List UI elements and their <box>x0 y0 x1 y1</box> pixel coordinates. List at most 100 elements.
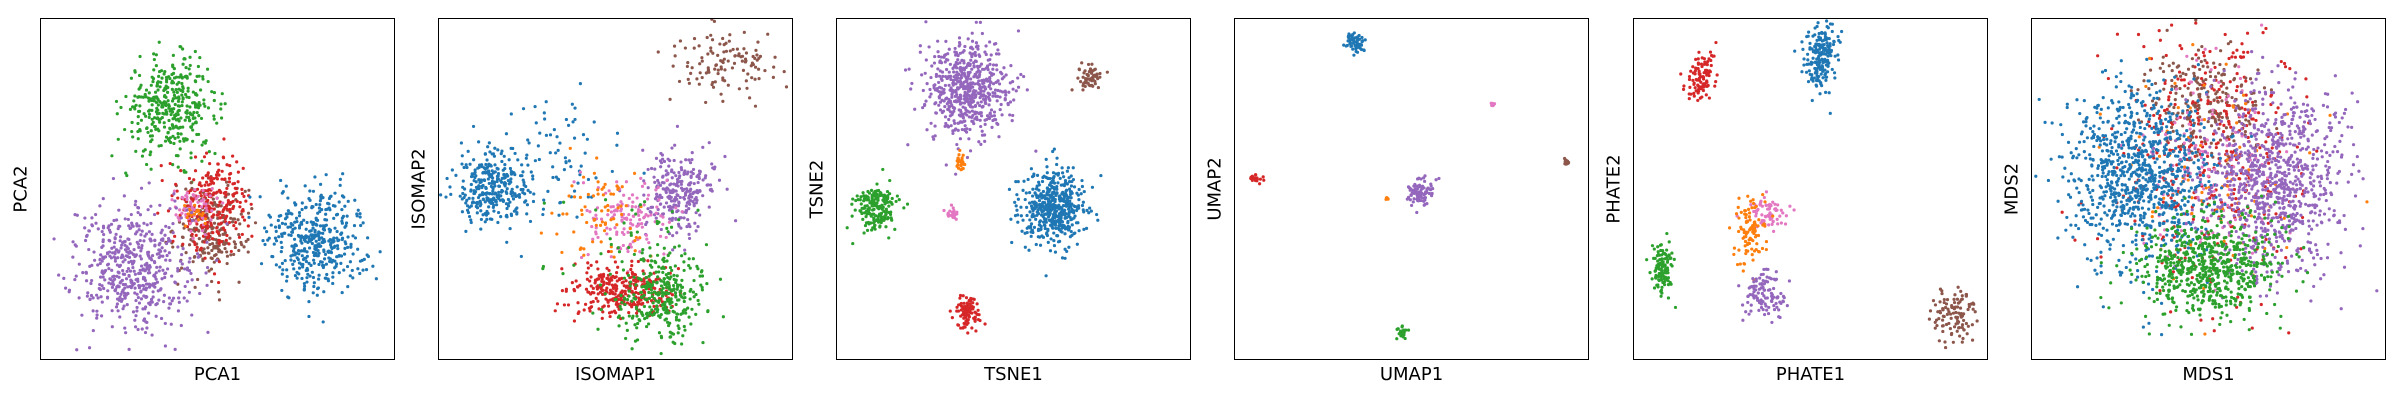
data-point <box>101 197 105 201</box>
data-point <box>657 314 661 318</box>
data-point <box>217 173 221 177</box>
data-point <box>664 273 668 277</box>
data-point <box>687 196 691 200</box>
data-point <box>118 239 122 243</box>
data-point <box>620 218 624 222</box>
data-point <box>305 276 309 280</box>
data-point <box>166 267 170 271</box>
data-point <box>331 281 335 286</box>
data-point <box>707 70 711 74</box>
data-point <box>234 227 238 231</box>
data-point <box>1003 97 1007 101</box>
data-point <box>951 66 955 70</box>
data-point <box>609 210 614 214</box>
data-point <box>870 199 874 204</box>
scatter-plot <box>439 19 789 356</box>
data-point <box>149 256 153 260</box>
data-point <box>1052 239 1056 243</box>
data-point <box>680 210 684 214</box>
data-point <box>1028 218 1032 222</box>
data-point <box>142 221 146 225</box>
data-point <box>885 217 890 221</box>
data-point <box>718 42 722 46</box>
data-point <box>634 311 639 315</box>
data-point <box>224 193 228 197</box>
data-point <box>193 121 198 125</box>
data-point <box>1030 215 1034 219</box>
data-point <box>127 347 131 351</box>
data-point <box>1093 79 1097 83</box>
data-point <box>127 260 131 264</box>
data-point <box>295 220 299 224</box>
data-point <box>608 314 612 319</box>
data-point <box>997 135 1001 139</box>
data-point <box>125 303 129 307</box>
data-point <box>191 237 195 241</box>
data-point <box>190 210 194 215</box>
data-point <box>149 297 154 301</box>
data-point <box>875 182 879 186</box>
data-point <box>127 273 131 278</box>
data-point <box>582 247 586 251</box>
cluster-pink <box>942 203 959 221</box>
data-point <box>172 141 176 146</box>
data-point <box>1024 191 1028 195</box>
data-point <box>195 222 199 226</box>
data-point <box>696 180 700 185</box>
data-point <box>190 278 194 282</box>
data-point <box>936 50 940 54</box>
data-point <box>124 171 128 175</box>
data-point <box>340 207 344 212</box>
data-point <box>310 270 314 274</box>
data-point <box>692 46 696 50</box>
data-point <box>620 300 624 305</box>
data-point <box>164 224 168 228</box>
data-point <box>619 204 623 208</box>
data-point <box>697 44 701 48</box>
data-point <box>580 212 584 217</box>
data-point <box>122 194 126 198</box>
data-point <box>203 240 207 244</box>
data-point <box>280 221 285 225</box>
data-point <box>964 92 968 96</box>
data-point <box>309 220 313 224</box>
data-point <box>666 275 670 280</box>
data-point <box>543 117 547 121</box>
data-point <box>171 53 175 57</box>
data-point <box>335 236 339 240</box>
data-point <box>134 149 138 153</box>
data-point <box>616 203 620 207</box>
data-point <box>219 102 223 106</box>
data-point <box>1069 218 1073 222</box>
data-point <box>705 183 709 187</box>
data-point <box>572 289 577 293</box>
data-point <box>287 296 291 300</box>
data-point <box>106 226 110 230</box>
data-point <box>695 77 699 81</box>
data-point <box>141 149 146 153</box>
data-point <box>625 328 629 332</box>
data-point <box>548 133 553 137</box>
data-point <box>951 131 955 136</box>
data-point <box>508 226 512 231</box>
data-point <box>284 184 288 188</box>
data-point <box>585 271 589 275</box>
data-point <box>1032 225 1037 229</box>
data-point <box>1020 229 1024 233</box>
data-point <box>861 217 865 221</box>
data-point <box>1077 187 1081 192</box>
data-point <box>640 285 644 289</box>
data-point <box>320 207 324 212</box>
data-point <box>209 201 213 205</box>
data-point <box>238 205 242 209</box>
data-point <box>190 205 194 209</box>
data-point <box>192 110 196 115</box>
data-point <box>212 200 217 205</box>
data-point <box>202 247 206 251</box>
data-point <box>183 118 187 122</box>
data-point <box>653 167 657 171</box>
data-point <box>176 196 180 200</box>
data-point <box>148 237 152 241</box>
data-point <box>675 177 680 182</box>
data-point <box>985 114 990 118</box>
